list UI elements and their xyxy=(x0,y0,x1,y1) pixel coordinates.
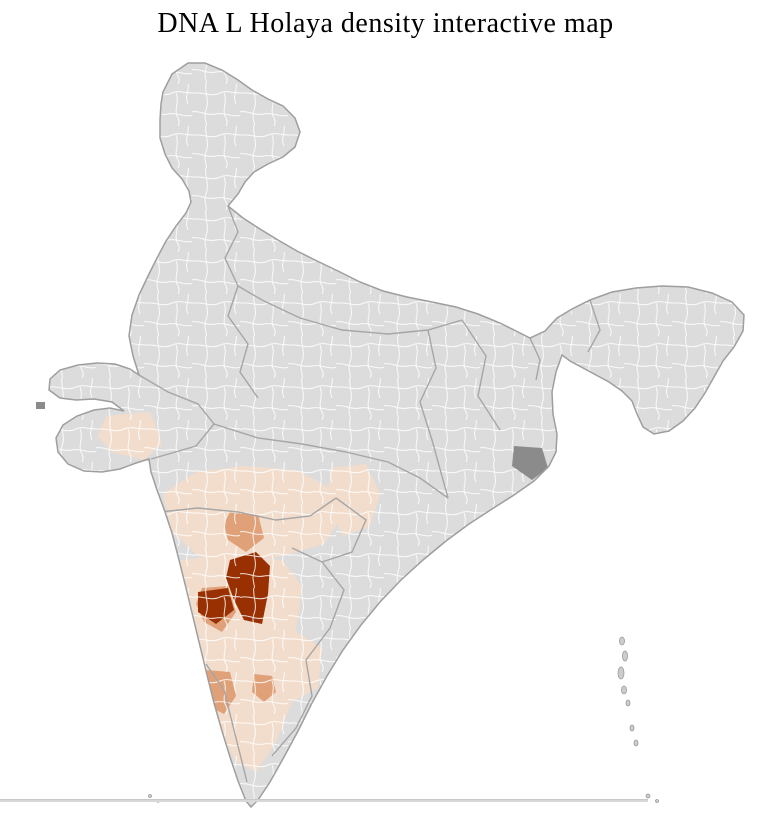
district-texture xyxy=(49,63,744,807)
andaman-islands[interactable] xyxy=(617,636,659,803)
urban-area-east[interactable] xyxy=(512,446,548,480)
urban-area-west[interactable] xyxy=(36,402,45,409)
page-title: DNA L Holaya density interactive map xyxy=(157,8,614,39)
bottom-divider xyxy=(0,799,648,802)
state-boundaries xyxy=(138,205,601,783)
urban-dark-areas[interactable] xyxy=(36,402,548,480)
